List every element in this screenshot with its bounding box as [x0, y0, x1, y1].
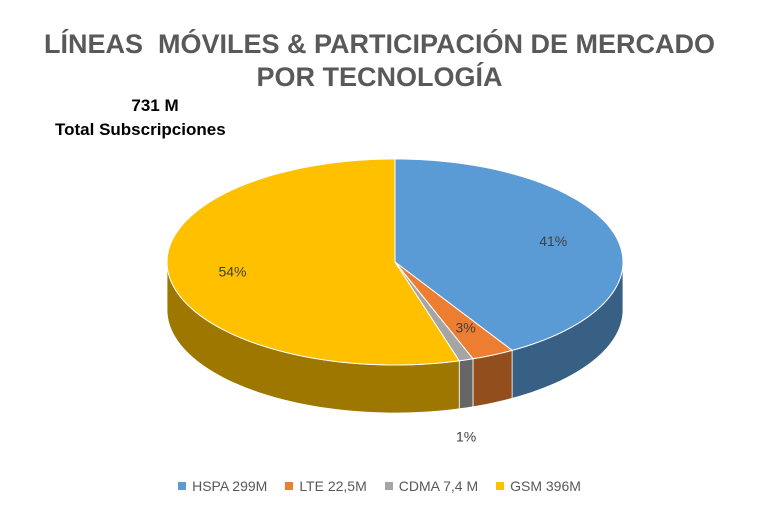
legend-label: CDMA 7,4 M: [398, 478, 479, 494]
data-label: 41%: [539, 233, 567, 249]
slice: [394, 158, 624, 351]
slice: [166, 158, 461, 366]
legend-label: GSM 396M: [510, 478, 581, 494]
legend-label: LTE 22,5M: [299, 478, 367, 494]
legend-swatch: [178, 482, 187, 490]
slice-side: [472, 349, 513, 408]
legend-item: LTE 22,5M: [285, 478, 367, 494]
data-label: 3%: [455, 320, 475, 336]
legend-item: CDMA 7,4 M: [384, 478, 479, 494]
legend-swatch: [285, 482, 294, 490]
title-line: LÍNEAS MÓVILES & PARTICIPACIÓN DE MERCAD…: [43, 29, 716, 59]
slice: [394, 261, 514, 360]
title-line: POR TECNOLOGÍA: [256, 62, 503, 92]
annotation-total: 731 M: [131, 96, 179, 115]
legend: HSPA 299M LTE 22,5M CDMA 7,4 M GSM 396M: [0, 478, 759, 494]
data-label: 1%: [456, 429, 476, 445]
legend-item: HSPA 299M: [178, 478, 267, 494]
legend-label: HSPA 299M: [192, 478, 268, 494]
legend-item: GSM 396M: [496, 478, 581, 494]
chart-title: LÍNEAS MÓVILES & PARTICIPACIÓN DE MERCAD…: [0, 28, 759, 94]
slice-side: [458, 358, 474, 410]
legend-swatch: [384, 482, 393, 490]
annotation: 731 M Total Subscripciones: [55, 94, 255, 142]
data-label: 54%: [218, 263, 246, 279]
annotation-label: Total Subscripciones: [55, 120, 226, 139]
legend-swatch: [496, 482, 505, 490]
